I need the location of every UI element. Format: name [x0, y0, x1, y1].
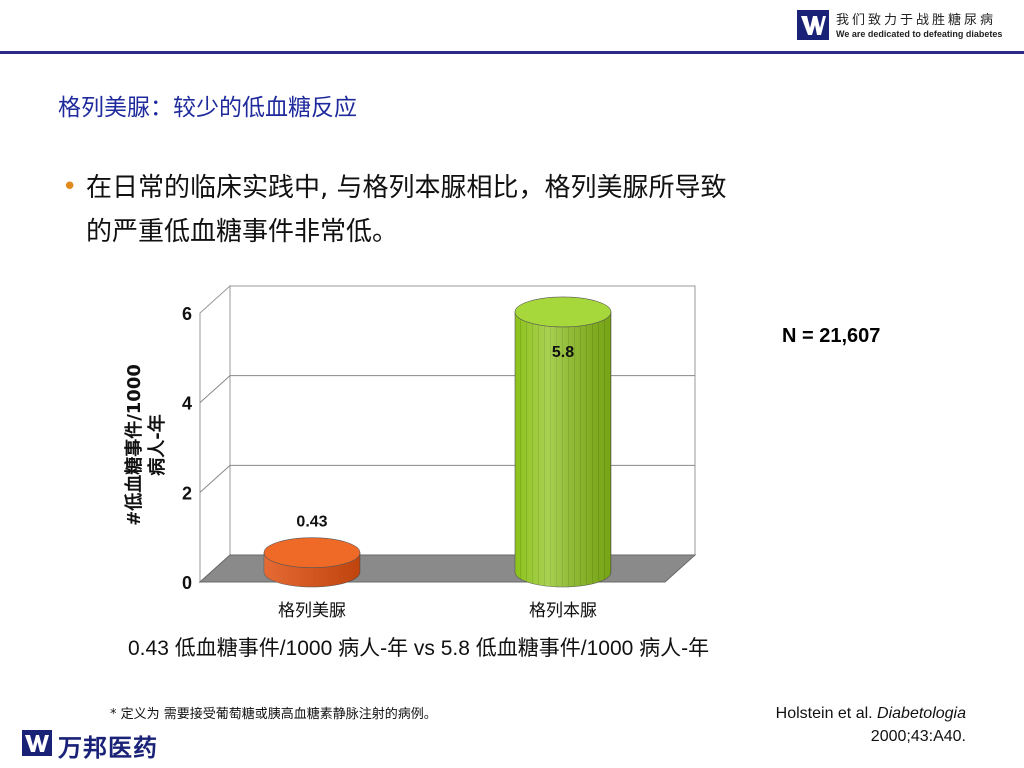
- bullet-text-line-1: 在日常的临床实践中, 与格列本脲相比，格列美脲所导致: [86, 173, 727, 203]
- bars: [263, 296, 612, 588]
- bullet-marker-icon: •: [62, 172, 78, 202]
- bar: [263, 537, 361, 588]
- company-logo-icon: [797, 10, 829, 40]
- bar: [514, 296, 612, 588]
- bar-top: [514, 296, 612, 328]
- side-wall: [199, 284, 231, 584]
- header-divider: [0, 51, 1024, 54]
- page-title: 格列美脲：较少的低血糖反应: [58, 95, 357, 121]
- bullet-text-line-2: 的严重低血糖事件非常低。: [86, 217, 399, 247]
- summary-text: 0.43 低血糖事件/1000 病人-年 vs 5.8 低血糖事件/1000 病…: [128, 637, 710, 660]
- x-category-label: 格列美脲: [278, 601, 346, 621]
- grid-line: [199, 375, 231, 404]
- bar-top: [263, 537, 361, 569]
- x-category-label: 格列本脲: [529, 601, 597, 621]
- citation-journal: Diabetologia: [877, 705, 966, 722]
- back-wall: [229, 285, 696, 556]
- bullet-text: 在日常的临床实践中, 与格列本脲相比，格列美脲所导致 的严重低血糖事件非常低。: [86, 166, 936, 254]
- y-tick-label: 6: [182, 304, 192, 324]
- grid-lines: [199, 375, 695, 493]
- bar-value-label: 0.43: [296, 514, 327, 531]
- citation-authors: Holstein et al.: [775, 705, 878, 722]
- citation-ref: 2000;43:A40.: [870, 728, 966, 745]
- citation-line-1: Holstein et al. Diabetologia: [640, 702, 966, 725]
- company-name: 万邦医药: [58, 734, 158, 762]
- slogan-chinese: 我们致力于战胜糖尿病: [836, 13, 997, 28]
- labels: 0.43 格列美脲 5.8 格列本脲: [278, 344, 597, 621]
- footnote: * 定义为 需要接受葡萄糖或胰高血糖素静脉注射的病例。: [110, 707, 437, 722]
- y-tick-label: 0: [182, 573, 192, 593]
- bar-shading: [515, 311, 611, 587]
- y-axis-ticks: 0 2 4 6: [182, 304, 192, 593]
- y-tick-label: 4: [182, 394, 192, 414]
- y-axis-title-line-2: 病人-年: [146, 414, 168, 475]
- bar-chart: 0 2 4 6 0.43 格列美脲 5.8 格列本脲: [182, 284, 697, 621]
- y-axis-title-line-1: #低血糖事件/1000: [123, 364, 145, 526]
- citation: Holstein et al. Diabetologia 2000;43:A40…: [640, 702, 966, 748]
- grid-line: [199, 464, 231, 493]
- plot-frame: [199, 284, 696, 584]
- y-axis-title: #低血糖事件/1000 病人-年: [123, 364, 168, 526]
- bar-value-label: 5.8: [552, 344, 574, 361]
- company-logo-icon: [22, 730, 52, 756]
- y-tick-label: 2: [182, 483, 192, 503]
- slogan-english: We are dedicated to defeating diabetes: [836, 29, 1003, 39]
- sample-size-label: N = 21,607: [782, 325, 881, 347]
